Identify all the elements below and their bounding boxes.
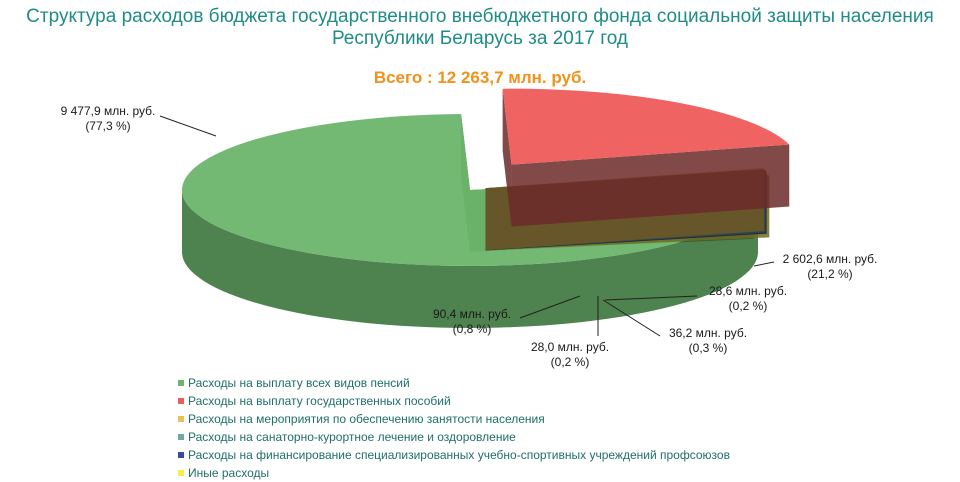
legend-swatch (178, 434, 184, 440)
data-label-value: 28,6 млн. руб. (708, 284, 788, 298)
legend-swatch (178, 398, 184, 404)
legend-label: Расходы на финансирование специализирова… (188, 448, 730, 462)
slice-cut-face (502, 88, 512, 227)
data-label: 36,2 млн. руб. (0,3 %) (648, 326, 768, 356)
leader-line (159, 115, 217, 137)
leader-line (604, 295, 698, 301)
chart-total: Всего : 12 263,7 млн. руб. (373, 68, 587, 87)
slice-side-wall (182, 190, 758, 328)
chart-title: Структура расходов бюджета государственн… (26, 6, 934, 49)
data-label-percent: (0,2 %) (728, 299, 768, 313)
legend-swatch (178, 452, 184, 458)
data-label-value: 9 477,9 млн. руб. (60, 104, 156, 118)
legend-label: Расходы на санаторно-курортное лечение и… (188, 430, 516, 444)
legend-item: Расходы на финансирование специализирова… (178, 446, 730, 464)
legend-item: Расходы на выплату государственных пособ… (178, 392, 730, 410)
data-label-value: 28,0 млн. руб. (530, 340, 610, 354)
legend-item: Расходы на санаторно-курортное лечение и… (178, 428, 730, 446)
data-label-percent: (0,8 %) (452, 322, 492, 336)
data-label-percent: (0,3 %) (688, 341, 728, 355)
data-label-value: 90,4 млн. руб. (432, 307, 512, 321)
data-label: 28,0 млн. руб. (0,2 %) (510, 340, 630, 370)
legend-item: Расходы на выплату всех видов пенсий (178, 374, 730, 392)
slice-top (502, 88, 790, 165)
legend-item: Иные расходы (178, 464, 730, 482)
legend-label: Расходы на мероприятия по обеспечению за… (188, 412, 545, 426)
leader-line (519, 295, 581, 319)
legend-swatch (178, 470, 184, 476)
data-label: 28,6 млн. руб. (0,2 %) (688, 284, 808, 314)
data-label-percent: (21,2 %) (807, 267, 853, 281)
leader-line (753, 261, 775, 267)
data-label-value: 36,2 млн. руб. (668, 326, 748, 340)
leader-line (602, 299, 661, 337)
pie-slice (502, 88, 790, 227)
data-label: 2 602,6 млн. руб. (21,2 %) (770, 252, 890, 282)
slice-cut-face (511, 144, 790, 227)
data-label: 90,4 млн. руб. (0,8 %) (412, 307, 532, 337)
legend-swatch (178, 380, 184, 386)
data-label-percent: (77,3 %) (85, 119, 131, 133)
data-label: 9 477,9 млн. руб. (77,3 %) (48, 104, 168, 134)
legend-swatch (178, 416, 184, 422)
legend-label: Расходы на выплату государственных пособ… (188, 394, 451, 408)
legend-label: Расходы на выплату всех видов пенсий (188, 376, 410, 390)
legend: Расходы на выплату всех видов пенсий Расх… (178, 374, 730, 482)
data-label-percent: (0,2 %) (550, 355, 590, 369)
data-label-value: 2 602,6 млн. руб. (782, 252, 878, 266)
legend-item: Расходы на мероприятия по обеспечению за… (178, 410, 730, 428)
legend-label: Иные расходы (188, 466, 270, 480)
